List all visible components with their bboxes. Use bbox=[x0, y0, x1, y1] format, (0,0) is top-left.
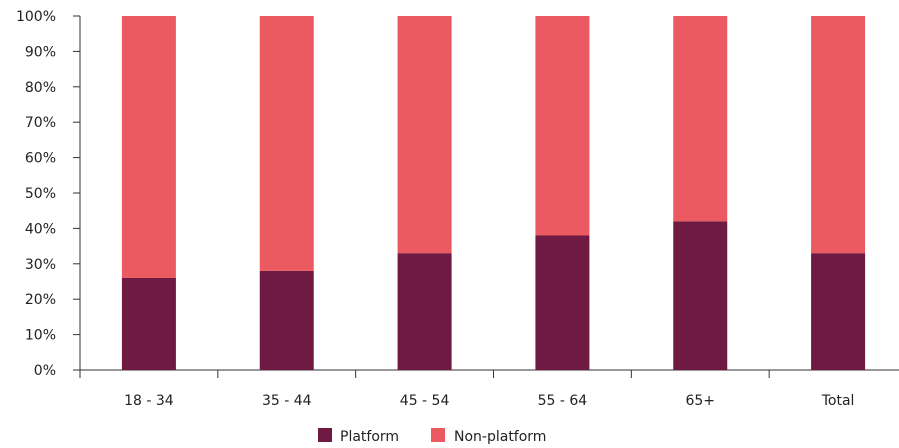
legend: Platform Non-platform bbox=[318, 428, 546, 445]
bar-platform bbox=[121, 277, 176, 370]
bar-non-platform bbox=[397, 16, 452, 254]
y-tick-label: 40% bbox=[25, 221, 56, 237]
x-tick-label: 65+ bbox=[685, 393, 715, 409]
y-tick-label: 10% bbox=[25, 328, 56, 344]
bar-non-platform bbox=[259, 16, 314, 271]
bar-platform bbox=[397, 253, 452, 370]
y-tick-label: 100% bbox=[16, 9, 56, 25]
bar-non-platform bbox=[121, 16, 176, 278]
x-tick-label: 18 - 34 bbox=[124, 393, 174, 409]
x-tick-label: Total bbox=[821, 393, 855, 409]
y-tick-label: 80% bbox=[25, 80, 56, 96]
y-axis: 0% 10% 20% 30% 40% 50% 60% 70% 80% 90% 100% bbox=[16, 9, 81, 379]
bar-non-platform bbox=[535, 16, 590, 236]
x-tick-label: 55 - 64 bbox=[538, 393, 588, 409]
bars bbox=[121, 16, 866, 370]
bar-platform bbox=[535, 235, 590, 370]
x-tick-label: 45 - 54 bbox=[400, 393, 450, 409]
bar-platform bbox=[673, 221, 728, 370]
bar-non-platform bbox=[811, 16, 866, 254]
legend-swatch-non-platform bbox=[431, 428, 445, 442]
y-tick-label: 0% bbox=[34, 363, 56, 379]
y-tick-label: 90% bbox=[25, 44, 56, 60]
y-tick-label: 70% bbox=[25, 115, 56, 131]
x-axis: 18 - 34 35 - 44 45 - 54 55 - 64 65+ Total bbox=[79, 369, 899, 409]
legend-label-platform: Platform bbox=[340, 429, 399, 445]
bar-platform bbox=[259, 270, 314, 370]
y-tick-label: 50% bbox=[25, 186, 56, 202]
y-tick-label: 60% bbox=[25, 151, 56, 167]
x-tick-label: 35 - 44 bbox=[262, 393, 312, 409]
y-tick-label: 20% bbox=[25, 292, 56, 308]
bar-non-platform bbox=[673, 16, 728, 222]
y-tick-label: 30% bbox=[25, 257, 56, 273]
legend-swatch-platform bbox=[318, 428, 332, 442]
legend-label-non-platform: Non-platform bbox=[454, 429, 546, 445]
bar-platform bbox=[811, 253, 866, 370]
